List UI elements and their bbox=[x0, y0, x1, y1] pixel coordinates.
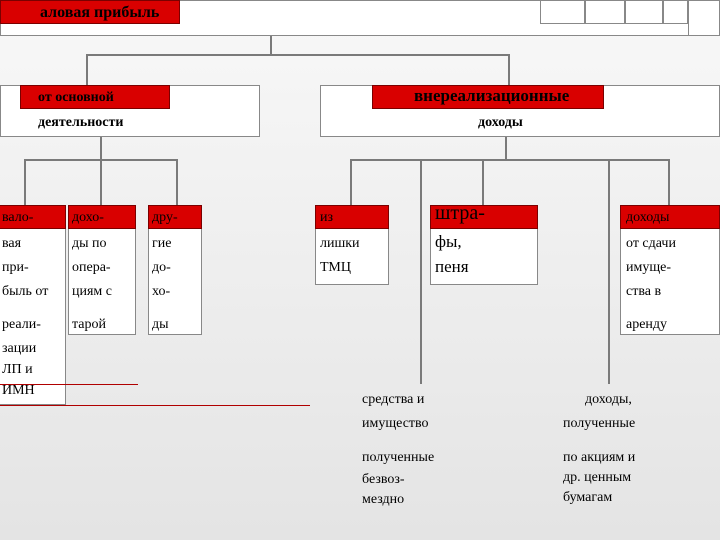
grid-cell bbox=[625, 0, 663, 24]
bottom-right-line: др. ценным bbox=[563, 468, 631, 488]
col-hdr-text-c5: штра- bbox=[435, 203, 485, 223]
connector bbox=[100, 137, 102, 159]
connector bbox=[668, 159, 670, 205]
l2-right-header-text: внереализационные bbox=[414, 86, 569, 106]
grid-cell bbox=[663, 0, 688, 24]
col-hdr-text-c6: доходы bbox=[626, 208, 669, 228]
grid-cell bbox=[688, 0, 720, 36]
grid-cell bbox=[540, 0, 585, 24]
bottom-left-line: мездно bbox=[362, 490, 404, 510]
connector bbox=[350, 159, 352, 205]
bottom-hline bbox=[0, 384, 126, 385]
col-line: имуще- bbox=[626, 258, 671, 278]
col-line: тарой bbox=[72, 315, 106, 335]
col-line: быль от bbox=[2, 282, 48, 302]
bottom-right-line: полученные bbox=[563, 414, 635, 434]
bottom-hline bbox=[0, 405, 310, 406]
col-line: зации bbox=[2, 339, 36, 359]
l2-right-sub: доходы bbox=[478, 113, 523, 133]
connector bbox=[270, 36, 272, 54]
col-line: ства в bbox=[626, 282, 661, 302]
col-line: реали- bbox=[2, 315, 41, 335]
connector bbox=[508, 54, 510, 85]
title-text: аловая прибыль bbox=[40, 3, 159, 23]
bottom-right-line: доходы, bbox=[585, 390, 632, 410]
col-line: гие bbox=[152, 234, 171, 254]
bottom-left-line: полученные bbox=[362, 448, 434, 468]
grid-cell bbox=[585, 0, 625, 24]
bottom-left-line: средства и bbox=[362, 390, 424, 410]
col-hdr-text-c3: дру- bbox=[152, 208, 178, 228]
l2-left-header-text: от основной bbox=[38, 88, 114, 108]
col-line: от сдачи bbox=[626, 234, 676, 254]
connector bbox=[482, 159, 484, 205]
l2-left-sub: деятельности bbox=[38, 113, 123, 133]
connector bbox=[505, 137, 507, 159]
connector bbox=[86, 54, 510, 56]
col-line: до- bbox=[152, 258, 171, 278]
connector bbox=[420, 159, 422, 384]
connector bbox=[100, 159, 102, 205]
col-line: фы, bbox=[435, 232, 462, 252]
col-line: ды bbox=[152, 315, 169, 335]
col-line: при- bbox=[2, 258, 29, 278]
col-line: циям с bbox=[72, 282, 112, 302]
col-line: ТМЦ bbox=[320, 258, 351, 278]
col-line: аренду bbox=[626, 315, 667, 335]
col-hdr-text-c2: дохо- bbox=[72, 208, 104, 228]
col-line: ЛП и bbox=[2, 360, 33, 380]
connector bbox=[608, 159, 610, 384]
col-line: ды по bbox=[72, 234, 107, 254]
connector bbox=[86, 54, 88, 85]
col-line: пеня bbox=[435, 257, 469, 277]
connector bbox=[350, 159, 670, 161]
bottom-left-line: имущество bbox=[362, 414, 429, 434]
col-line: вая bbox=[2, 234, 21, 254]
col-line: лишки bbox=[320, 234, 360, 254]
bottom-right-line: по акциям и bbox=[563, 448, 635, 468]
bottom-left-line: безвоз- bbox=[362, 470, 405, 490]
col-hdr-text-c4: из bbox=[320, 208, 333, 228]
bottom-right-line: бумагам bbox=[563, 488, 612, 508]
col-hdr-text-c1: вало- bbox=[2, 208, 33, 228]
col-line: хо- bbox=[152, 282, 170, 302]
connector bbox=[176, 159, 178, 205]
connector bbox=[24, 159, 26, 205]
col-line: опера- bbox=[72, 258, 111, 278]
